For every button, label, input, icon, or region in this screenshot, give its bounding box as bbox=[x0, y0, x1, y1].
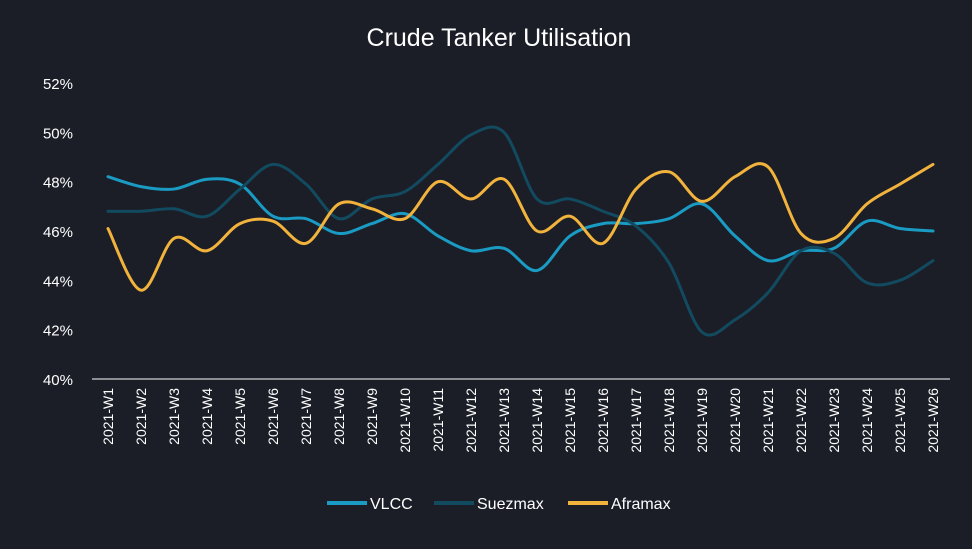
x-tick-label: 2021-W24 bbox=[859, 388, 875, 453]
x-tick-label: 2021-W7 bbox=[298, 388, 314, 445]
x-tick-label: 2021-W17 bbox=[628, 388, 644, 453]
x-tick-label: 2021-W16 bbox=[595, 388, 611, 453]
x-tick-label: 2021-W11 bbox=[430, 388, 446, 452]
x-tick-label: 2021-W1 bbox=[100, 388, 116, 445]
legend-item-vlcc[interactable]: VLCC bbox=[327, 496, 413, 513]
x-tick-label: 2021-W12 bbox=[463, 388, 479, 453]
x-tick-label: 2021-W2 bbox=[133, 388, 149, 445]
x-tick-label: 2021-W6 bbox=[265, 388, 281, 445]
series-line-vlcc bbox=[106, 175, 935, 272]
y-tick-label: 46% bbox=[43, 224, 73, 241]
series-line-aframax bbox=[106, 162, 935, 292]
x-tick-label: 2021-W4 bbox=[199, 388, 215, 445]
y-tick-label: 42% bbox=[43, 323, 73, 340]
x-tick-label: 2021-W3 bbox=[166, 388, 182, 445]
y-tick-label: 48% bbox=[43, 175, 73, 192]
x-tick-label: 2021-W22 bbox=[793, 388, 809, 453]
series-line-suezmax bbox=[106, 125, 935, 337]
x-tick-label: 2021-W10 bbox=[397, 388, 413, 453]
x-tick-label: 2021-W21 bbox=[760, 388, 776, 453]
x-tick-label: 2021-W20 bbox=[727, 388, 743, 453]
legend-label: VLCC bbox=[370, 496, 413, 513]
y-tick-label: 50% bbox=[43, 125, 73, 142]
chart-title: Crude Tanker Utilisation bbox=[367, 24, 632, 52]
y-tick-label: 44% bbox=[43, 273, 73, 290]
x-tick-label: 2021-W5 bbox=[232, 388, 248, 445]
x-tick-label: 2021-W18 bbox=[661, 388, 677, 453]
legend-item-aframax[interactable]: Aframax bbox=[568, 496, 671, 513]
legend-label: Aframax bbox=[611, 496, 671, 513]
x-tick-label: 2021-W26 bbox=[925, 388, 941, 453]
x-tick-label: 2021-W13 bbox=[496, 388, 512, 453]
x-tick-label: 2021-W14 bbox=[529, 388, 545, 453]
x-tick-label: 2021-W8 bbox=[331, 388, 347, 445]
x-tick-label: 2021-W19 bbox=[694, 388, 710, 453]
legend-item-suezmax[interactable]: Suezmax bbox=[434, 496, 544, 513]
legend-label: Suezmax bbox=[477, 496, 544, 513]
y-tick-label: 40% bbox=[43, 372, 73, 389]
x-tick-label: 2021-W25 bbox=[892, 388, 908, 453]
x-tick-label: 2021-W23 bbox=[826, 388, 842, 453]
y-tick-label: 52% bbox=[43, 76, 73, 93]
x-tick-label: 2021-W15 bbox=[562, 388, 578, 453]
x-tick-label: 2021-W9 bbox=[364, 388, 380, 445]
